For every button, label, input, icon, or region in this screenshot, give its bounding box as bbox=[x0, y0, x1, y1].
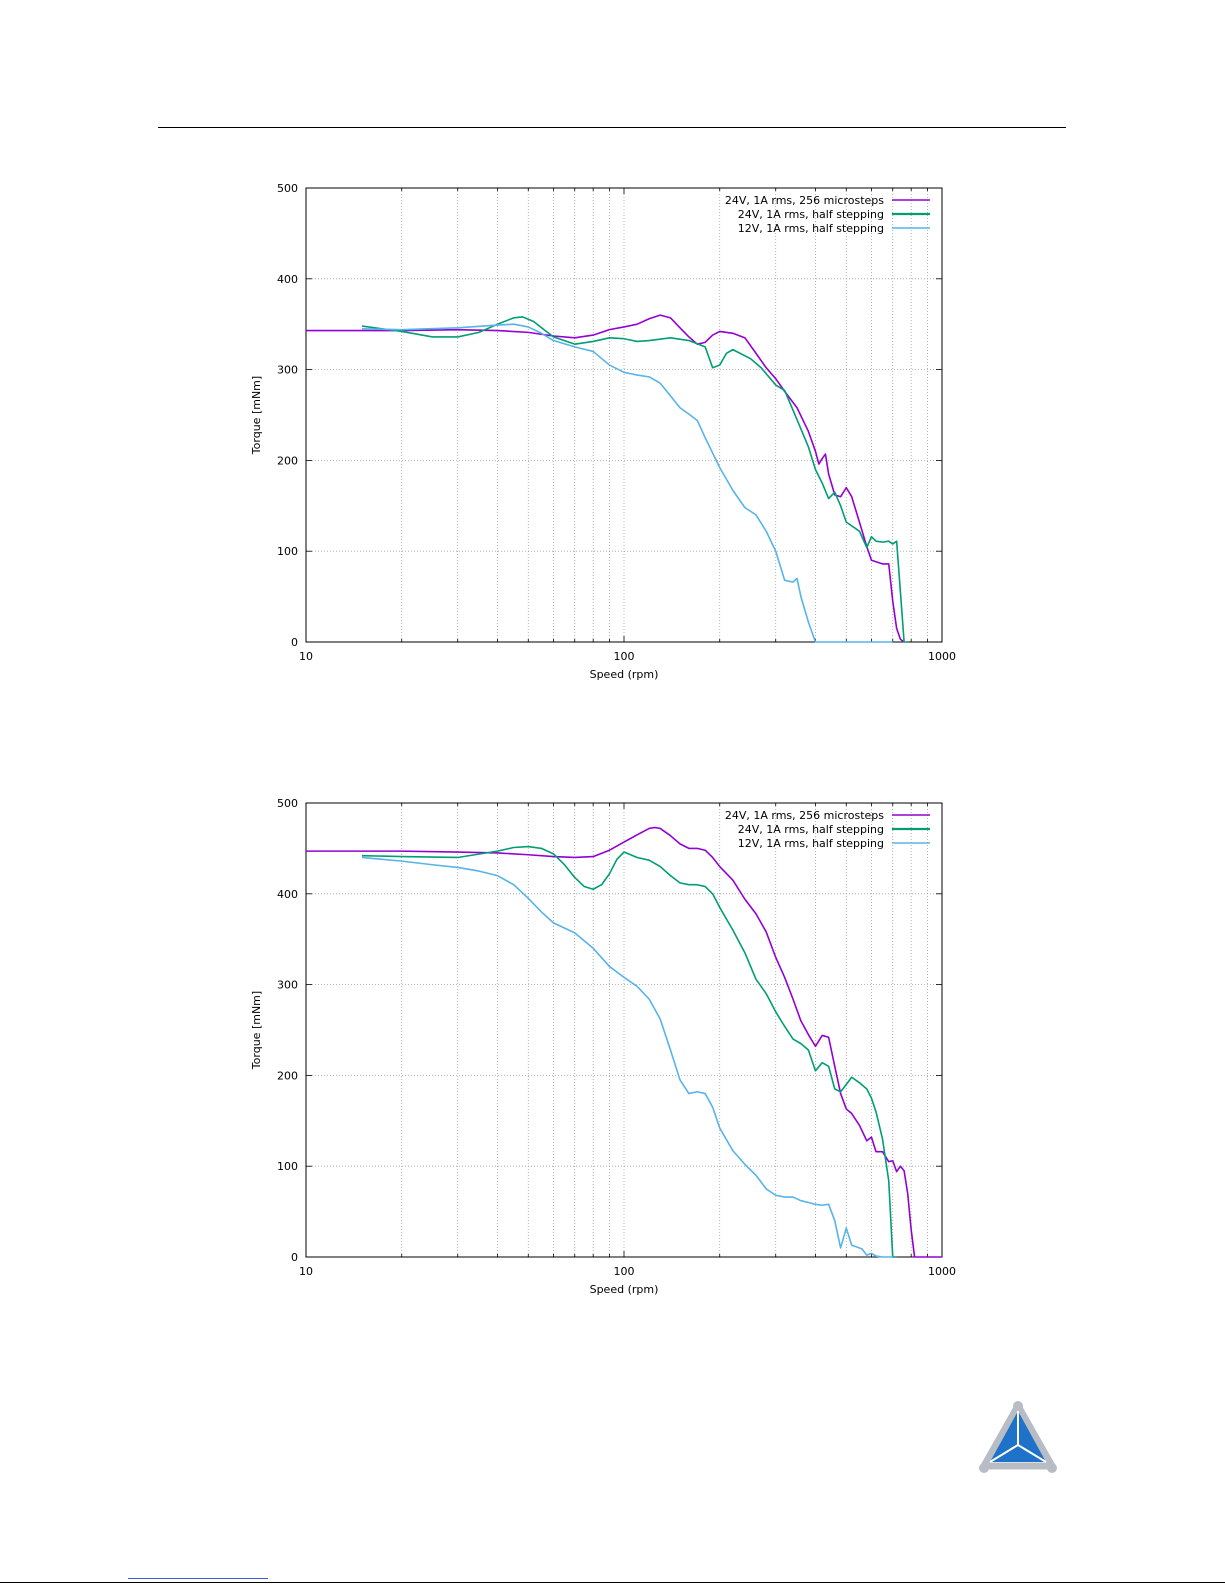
axis-ticks bbox=[305, 802, 942, 1258]
legend-label: 24V, 1A rms, half stepping bbox=[738, 823, 884, 836]
series-line-1 bbox=[306, 826, 942, 1258]
y-tick-label: 400 bbox=[277, 888, 298, 901]
x-tick-label: 100 bbox=[614, 1265, 635, 1278]
legend-label: 24V, 1A rms, 256 microsteps bbox=[725, 809, 884, 822]
tri-logo-icon bbox=[978, 1400, 1058, 1476]
grid bbox=[306, 803, 942, 1257]
plot-frame bbox=[305, 187, 943, 643]
series-line-3 bbox=[361, 323, 893, 643]
y-tick-label: 0 bbox=[291, 1251, 298, 1264]
series-line-2 bbox=[361, 845, 897, 1258]
y-tick-label: 100 bbox=[277, 1160, 298, 1173]
chart-1-svg: 0 100 200 300 400 500 10 100 1000 Speed (rpm) Torq… bbox=[250, 182, 956, 681]
x-tick-label: 100 bbox=[614, 650, 635, 663]
plot-frame bbox=[305, 802, 943, 1258]
legend-label: 24V, 1A rms, half stepping bbox=[738, 208, 884, 221]
torque-speed-chart-1: 0 100 200 300 400 500 10 100 1000 Speed (rpm) Torq… bbox=[240, 170, 960, 690]
y-tick-label: 200 bbox=[277, 454, 298, 467]
y-tick-label: 500 bbox=[277, 182, 298, 195]
series-line-1 bbox=[306, 314, 905, 643]
y-tick-label: 200 bbox=[277, 1069, 298, 1082]
x-tick-label: 1000 bbox=[928, 650, 956, 663]
torque-speed-chart-2: 0 100 200 300 400 500 10 100 1000 Speed (rpm) Torq… bbox=[240, 785, 960, 1305]
chart-2-svg: 0 100 200 300 400 500 10 100 1000 Speed (rpm) Torq… bbox=[250, 797, 956, 1296]
y-axis-label: Torque [mNm] bbox=[250, 991, 263, 1070]
legend-label: 12V, 1A rms, half stepping bbox=[738, 837, 884, 850]
y-tick-label: 0 bbox=[291, 636, 298, 649]
y-tick-label: 500 bbox=[277, 797, 298, 810]
x-axis-label: Speed (rpm) bbox=[590, 668, 659, 681]
header-rule bbox=[158, 127, 1066, 128]
legend-label: 12V, 1A rms, half stepping bbox=[738, 222, 884, 235]
y-axis-label: Torque [mNm] bbox=[250, 376, 263, 455]
x-tick-label: 10 bbox=[299, 1265, 313, 1278]
grid bbox=[306, 188, 942, 642]
footer-link-underline[interactable] bbox=[128, 1578, 268, 1579]
axis-ticks bbox=[305, 187, 942, 643]
series-line-3 bbox=[361, 856, 893, 1258]
x-axis-label: Speed (rpm) bbox=[590, 1283, 659, 1296]
x-tick-label: 10 bbox=[299, 650, 313, 663]
y-tick-label: 300 bbox=[277, 979, 298, 992]
x-tick-label: 1000 bbox=[928, 1265, 956, 1278]
series-line-2 bbox=[361, 316, 908, 643]
y-tick-label: 300 bbox=[277, 364, 298, 377]
y-tick-label: 400 bbox=[277, 273, 298, 286]
y-tick-label: 100 bbox=[277, 545, 298, 558]
legend-label: 24V, 1A rms, 256 microsteps bbox=[725, 194, 884, 207]
footer-rule bbox=[0, 1582, 1225, 1583]
